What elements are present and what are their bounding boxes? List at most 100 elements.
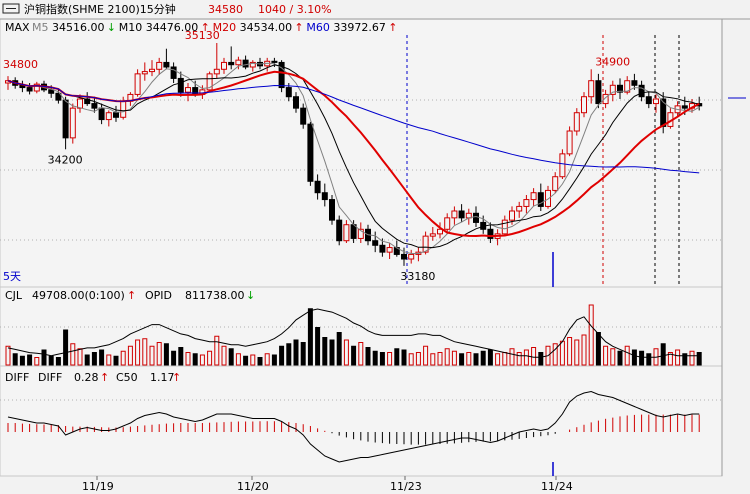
candle-body	[62, 99, 69, 139]
volume-bar	[581, 334, 587, 366]
candle-body	[386, 247, 393, 253]
candle-body	[141, 71, 148, 75]
volume-bar	[588, 304, 594, 366]
volume-bar	[286, 343, 292, 366]
ma-legend-arrow: ↓	[107, 21, 116, 34]
volume-bar	[315, 327, 321, 366]
diff-legend-c50-value: 1.17	[150, 371, 175, 384]
candle-body	[156, 61, 163, 70]
ma-legend-arrow: ↑	[201, 21, 210, 34]
candle-body	[609, 84, 616, 95]
volume-bar	[27, 354, 33, 366]
candle-body	[26, 87, 33, 92]
volume-bars	[5, 304, 702, 366]
opid-legend-label: OPID	[145, 289, 172, 302]
candle-body	[552, 176, 559, 191]
volume-bar	[603, 345, 609, 366]
ma60-line	[7, 80, 700, 174]
candle-body	[321, 192, 328, 201]
volume-bar	[423, 345, 429, 366]
volume-bar	[127, 345, 133, 366]
high-annotation: 35130	[185, 29, 220, 42]
volume-bar	[120, 350, 126, 366]
volume-bar	[214, 335, 220, 366]
diff-legend-diff-value: 0.28	[74, 371, 99, 384]
volume-legend-arrow: ↑	[127, 289, 136, 302]
candle-body	[487, 228, 494, 239]
session-dividers	[406, 35, 680, 476]
volume-bar	[149, 345, 155, 366]
candle-body	[329, 199, 335, 221]
candle-body	[429, 233, 436, 237]
volume-bar	[271, 354, 277, 366]
candle-body	[213, 68, 220, 75]
ma-legend-label: M20	[213, 21, 237, 34]
volume-bar	[552, 343, 558, 366]
volume-bar	[437, 352, 443, 366]
volume-bar	[459, 353, 465, 366]
ma-legend-value: 34476.00	[146, 21, 199, 34]
volume-bar	[531, 347, 537, 366]
candle-body	[458, 210, 465, 219]
volume-bar	[135, 339, 141, 366]
volume-legend-label: CJL	[5, 289, 23, 302]
candle-body	[501, 219, 508, 235]
diff-legend-c50-arrow: ↑	[172, 371, 181, 384]
candle-body	[566, 130, 573, 155]
volume-bar	[444, 348, 450, 366]
candle-body	[559, 153, 566, 178]
volume-bar	[34, 357, 40, 366]
candle-body	[617, 84, 623, 93]
chart-title: 沪铜指数(SHME 2100)15分钟	[24, 2, 176, 16]
candle-body	[314, 180, 321, 194]
diff-line	[7, 390, 700, 463]
volume-bar	[617, 350, 623, 366]
volume-bar	[228, 348, 234, 366]
volume-bar	[156, 342, 162, 366]
high-annotation: 34900	[595, 55, 630, 68]
candle-body	[422, 235, 429, 253]
volume-bar	[55, 357, 61, 366]
volume-bar	[192, 353, 198, 366]
volume-bar	[408, 353, 414, 366]
volume-bar	[70, 343, 76, 366]
candle-body	[509, 210, 515, 221]
ma10-line	[7, 64, 700, 249]
volume-bar	[329, 339, 335, 366]
volume-bar	[631, 349, 637, 366]
candle-body	[408, 253, 415, 260]
volume-bar	[178, 347, 184, 366]
last-price: 34580	[208, 3, 243, 16]
volume-bar	[142, 338, 148, 366]
candle-body	[113, 112, 119, 118]
candle-body	[134, 73, 141, 95]
candle-body	[444, 217, 451, 230]
candle-body	[602, 93, 609, 105]
volume-bar	[279, 345, 285, 366]
candle-body	[206, 73, 213, 91]
window-toggle-icon[interactable]	[2, 3, 20, 14]
candle-body	[235, 59, 242, 66]
candle-body	[120, 100, 127, 118]
ma-legend-label: MAX	[5, 21, 30, 34]
volume-bar	[300, 342, 306, 366]
diff-legend-label: DIFF	[5, 371, 29, 384]
candle-body	[451, 210, 458, 219]
ma-legend-value: 34534.00	[240, 21, 293, 34]
volume-bar	[495, 353, 501, 366]
candle-body	[55, 92, 62, 101]
volume-bar	[221, 345, 227, 366]
candle-body	[624, 80, 631, 93]
candle-body	[595, 80, 602, 105]
x-tick-label: 11/24	[541, 480, 573, 493]
candle-body	[249, 61, 256, 68]
volume-bar	[379, 352, 385, 366]
volume-bar	[293, 339, 299, 366]
x-tick-label: 11/19	[82, 480, 114, 493]
day-marker: 5天	[3, 270, 21, 283]
volume-bar	[372, 350, 378, 366]
volume-bar	[365, 347, 371, 366]
volume-bar	[502, 352, 508, 366]
volume-bar	[394, 348, 400, 366]
